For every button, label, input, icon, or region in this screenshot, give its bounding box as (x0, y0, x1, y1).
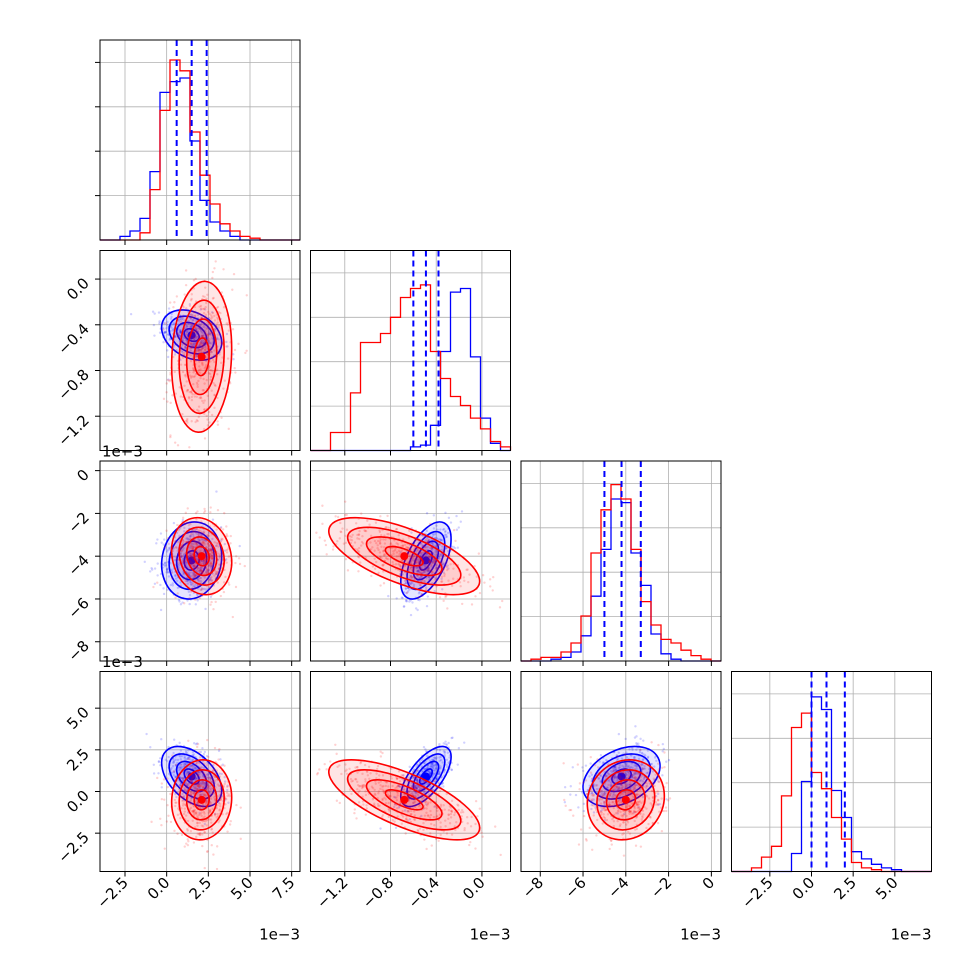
x-tick-label: 0.0 (144, 874, 174, 904)
y-tick-label: 0.0 (63, 787, 93, 817)
x-tick-label: −2.5 (93, 874, 131, 912)
x-tick-label: 7.5 (269, 874, 299, 904)
y-tick-label: −8 (64, 637, 92, 665)
density-peak-series-0 (421, 556, 430, 565)
scatter-points-series-1 (150, 738, 242, 871)
x-tick-label: −6 (561, 874, 589, 902)
scatter-panel-2-1 (310, 460, 511, 666)
panel-frame (731, 671, 932, 872)
histogram-series-1 (521, 483, 721, 662)
histogram-series-1 (100, 59, 300, 241)
x-offset-label: 1e−3 (680, 926, 721, 944)
x-offset-label: 1e−3 (259, 926, 300, 944)
y-tick-label: −0.4 (54, 320, 92, 358)
y-tick-label: −0.8 (54, 366, 92, 404)
density-peak-series-1 (197, 352, 206, 361)
histogram-series-1 (731, 712, 932, 873)
x-tick-label: 0.0 (459, 874, 489, 904)
y-tick-label: −2 (64, 509, 92, 537)
histogram-series-1 (310, 284, 512, 452)
scatter-panel-3-1 (310, 671, 511, 877)
x-offset-label: 1e−3 (891, 926, 932, 944)
histogram-panel-0 (95, 39, 301, 245)
histogram-panel-3 (731, 671, 932, 877)
x-tick-label: 5.0 (872, 874, 902, 904)
panel-frame (99, 671, 301, 872)
y-tick-label: 5.0 (63, 703, 93, 733)
x-tick-label: 0.0 (789, 874, 819, 904)
panel-frame (520, 460, 722, 662)
panel-frame (310, 250, 511, 451)
panel-frame (520, 671, 722, 872)
x-tick-label: 0 (699, 874, 718, 893)
scatter-panel-1-0 (95, 250, 301, 456)
density-peak-series-1 (400, 795, 409, 804)
x-tick-label: 2.5 (186, 874, 216, 904)
panel-frame (99, 460, 301, 662)
panel-frame (310, 671, 511, 872)
y-tick-label: −4 (64, 551, 92, 579)
y-tick-label: 0.0 (63, 274, 93, 304)
panel-frame (310, 460, 511, 662)
y-tick-label: −6 (64, 594, 92, 622)
x-tick-label: −0.8 (359, 874, 397, 912)
x-tick-label: −2 (647, 874, 675, 902)
x-tick-label: −0.4 (405, 874, 443, 912)
panel-frame (99, 250, 301, 451)
histogram-panel-2 (520, 460, 722, 666)
scatter-panel-3-2 (520, 671, 722, 877)
x-tick-label: −2.5 (738, 874, 776, 912)
y-tick-label: −2.5 (54, 828, 92, 866)
y-tick-label: −1.2 (54, 411, 92, 449)
histogram-series-0 (731, 696, 932, 873)
x-tick-label: 2.5 (830, 874, 860, 904)
x-tick-label: −8 (519, 874, 547, 902)
y-tick-label: 0 (73, 466, 92, 485)
y-offset-label: 1e−3 (102, 443, 143, 461)
panel-frame (99, 39, 301, 241)
histogram-panel-1 (310, 250, 512, 456)
density-peak-series-1 (621, 795, 630, 804)
y-offset-label: 1e−3 (102, 653, 143, 671)
density-peak-series-1 (400, 552, 409, 561)
density-peak-series-1 (197, 552, 206, 561)
density-peak-series-0 (187, 556, 196, 565)
y-tick-label: 2.5 (63, 745, 93, 775)
scatter-panel-3-0 (95, 671, 301, 877)
scatter-panel-2-0 (95, 460, 301, 666)
density-peak-series-0 (617, 772, 626, 781)
x-tick-label: −1.2 (313, 874, 351, 912)
density-peak-series-1 (197, 795, 206, 804)
x-tick-label: 5.0 (227, 874, 257, 904)
density-peak-series-0 (421, 772, 430, 781)
x-tick-label: −4 (604, 874, 632, 902)
x-offset-label: 1e−3 (470, 926, 511, 944)
